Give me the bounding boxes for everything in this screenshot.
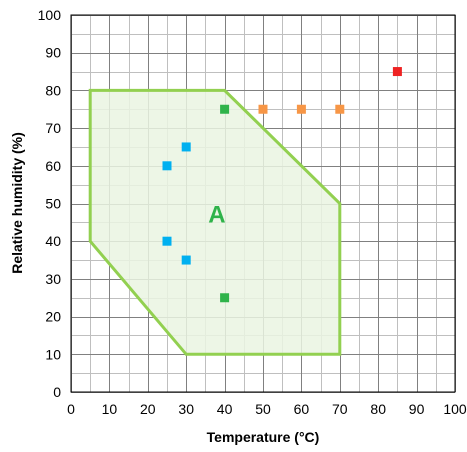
y-tick-label: 70 <box>45 120 61 136</box>
data-point <box>220 293 230 303</box>
y-tick-label: 20 <box>45 309 61 325</box>
x-tick-label: 40 <box>217 401 233 417</box>
data-point <box>392 67 402 77</box>
y-tick-labels: 0 10 20 30 40 50 60 70 80 90 100 <box>38 7 62 400</box>
y-tick-label: 40 <box>45 233 61 249</box>
data-point <box>181 142 191 152</box>
data-point <box>162 161 172 171</box>
x-tick-label: 60 <box>294 401 310 417</box>
x-axis-title: Temperature (°C) <box>207 429 320 445</box>
y-tick-label: 30 <box>45 271 61 287</box>
x-tick-label: 20 <box>140 401 156 417</box>
data-point <box>258 104 268 114</box>
y-tick-label: 60 <box>45 158 61 174</box>
x-tick-label: 30 <box>178 401 194 417</box>
x-tick-label: 50 <box>255 401 271 417</box>
y-tick-label: 80 <box>45 82 61 98</box>
x-tick-label: 0 <box>67 401 75 417</box>
x-tick-label: 90 <box>409 401 425 417</box>
y-tick-label: 100 <box>38 7 62 23</box>
data-point <box>162 236 172 246</box>
y-axis-title: Relative humidity (%) <box>9 132 25 274</box>
y-tick-label: 50 <box>45 196 61 212</box>
points-layer <box>162 67 402 303</box>
x-tick-label: 70 <box>332 401 348 417</box>
y-tick-label: 90 <box>45 45 61 61</box>
x-tick-label: 80 <box>370 401 386 417</box>
x-tick-labels: 0 10 20 30 40 50 60 70 80 90 100 <box>67 401 467 417</box>
y-tick-label: 10 <box>45 346 61 362</box>
x-tick-label: 10 <box>102 401 118 417</box>
data-point <box>296 104 306 114</box>
region-label: A <box>208 201 225 228</box>
plot-frame <box>70 14 456 393</box>
region-polygon <box>88 88 342 356</box>
region-layer: A <box>88 88 342 356</box>
data-point <box>335 104 345 114</box>
data-point <box>181 255 191 265</box>
x-tick-label: 100 <box>443 401 467 417</box>
y-tick-label: 0 <box>53 384 61 400</box>
data-point <box>220 104 230 114</box>
